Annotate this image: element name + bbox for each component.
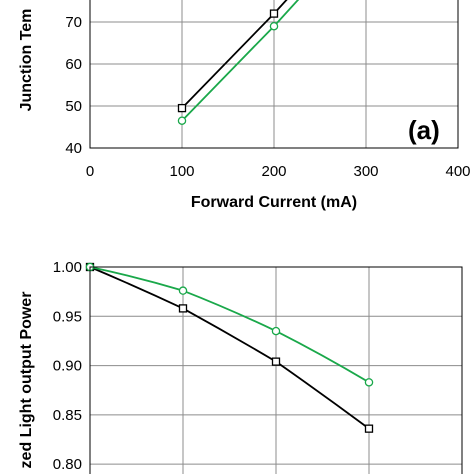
top-series-1-line [181, 0, 300, 122]
top-series-0-line [181, 0, 288, 109]
top-series-lines [177, 0, 300, 125]
series-1-point-0 [177, 116, 187, 125]
bottom-y-tick-label: 0.85 [53, 407, 82, 424]
bottom-y-tick-label: 0.95 [53, 308, 82, 325]
panel-label: (a) [408, 115, 440, 145]
top-y-tick-label: 50 [65, 98, 82, 115]
light-output-power-chart: 1.00 0.95 0.90 0.85 0.80 zed Light output Po… [18, 259, 463, 474]
top-x-tick-label: 0 [86, 163, 94, 180]
series-0-point-2 [271, 357, 281, 366]
series-1-point-3 [364, 378, 374, 387]
top-x-axis-title: Forward Current (mA) [191, 194, 357, 211]
top-x-tick-label: 100 [169, 163, 194, 180]
series-0-point-1 [269, 9, 279, 18]
bottom-series-1-line [89, 266, 370, 384]
series-1-point-1 [178, 286, 188, 295]
series-1-point-2 [271, 326, 281, 336]
series-0-point-1 [178, 304, 188, 313]
top-x-tick-labels: 0 100 200 300 400 [86, 163, 471, 180]
bottom-y-tick-label: 0.90 [53, 358, 82, 375]
junction-temperature-chart: 40 50 60 70 0 100 200 300 400 Forward Current (… [18, 0, 471, 211]
top-x-tick-label: 200 [261, 163, 286, 180]
bottom-series-lines [85, 262, 374, 433]
bottom-series-0-line [89, 266, 370, 430]
top-y-tick-label: 40 [65, 140, 82, 157]
bottom-grid [90, 267, 462, 474]
bottom-y-tick-label: 1.00 [53, 259, 82, 276]
top-plot-frame [89, 0, 459, 149]
top-x-tick-label: 400 [445, 163, 470, 180]
top-y-tick-label: 60 [65, 56, 82, 73]
bottom-y-tick-labels: 1.00 0.95 0.90 0.85 0.80 [53, 259, 82, 473]
series-0-point-3 [364, 424, 374, 433]
top-y-tick-label: 70 [65, 14, 82, 31]
top-y-axis-title: Junction Tem [18, 9, 35, 112]
top-x-tick-label: 300 [353, 163, 378, 180]
series-1-point-1 [269, 21, 279, 31]
bottom-plot-frame [89, 266, 463, 474]
bottom-y-tick-label: 0.80 [53, 456, 82, 473]
series-0-point-0 [177, 103, 187, 113]
bottom-y-axis-title: zed Light output Power [18, 292, 35, 469]
top-y-tick-labels: 40 50 60 70 [65, 14, 82, 157]
